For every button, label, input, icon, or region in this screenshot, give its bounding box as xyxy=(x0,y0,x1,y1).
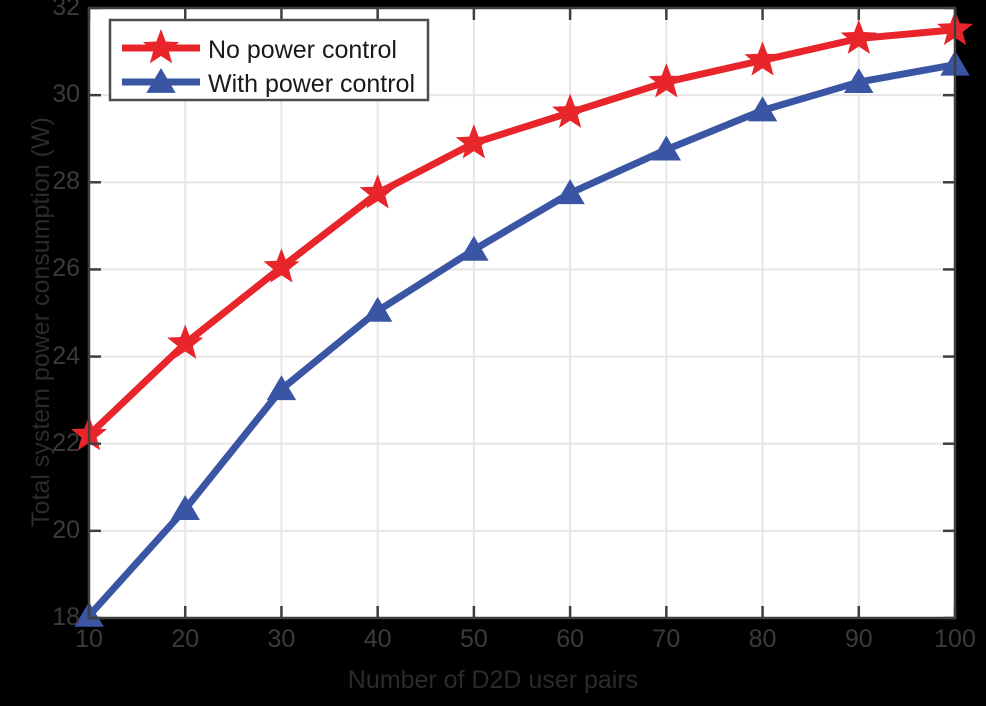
triangle-icon xyxy=(362,296,393,322)
series-line xyxy=(85,61,959,620)
gridlines xyxy=(89,8,955,618)
triangle-icon xyxy=(146,68,176,93)
data-series-layer xyxy=(70,10,974,627)
x-tick-label: 40 xyxy=(363,625,392,653)
x-tick-label: 10 xyxy=(75,625,103,653)
star-icon xyxy=(744,41,781,76)
x-tick-label: 70 xyxy=(652,625,681,653)
x-tick-label: 30 xyxy=(267,625,296,653)
y-tick-label: 20 xyxy=(52,515,80,544)
x-tick-label: 20 xyxy=(171,625,200,653)
legend-label-1: With power control xyxy=(208,70,415,98)
x-tick-label: 80 xyxy=(748,625,777,653)
triangle-icon xyxy=(747,96,778,122)
y-tick-label: 24 xyxy=(52,341,80,370)
axis-frame xyxy=(87,6,957,620)
y-tick-label: 32 xyxy=(52,0,80,21)
y-tick-label: 30 xyxy=(52,80,80,109)
star-icon xyxy=(263,248,300,283)
triangle-icon xyxy=(555,179,585,205)
legend-entry-no-power-control: No power control xyxy=(122,29,397,64)
star-icon xyxy=(359,174,396,209)
star-icon xyxy=(648,63,685,98)
x-tick-label: 100 xyxy=(934,625,976,653)
x-tick-label: 60 xyxy=(556,625,585,653)
series-line xyxy=(85,26,959,439)
star-icon xyxy=(455,124,492,159)
y-tick-label: 22 xyxy=(52,428,80,457)
x-axis-label: Number of D2D user pairs xyxy=(347,666,639,694)
triangle-icon xyxy=(459,235,489,261)
plot-area-background xyxy=(89,8,955,618)
star-icon xyxy=(840,19,877,54)
star-icon xyxy=(552,93,589,128)
star-icon xyxy=(167,324,204,359)
legend-entry-with-power-control: With power control xyxy=(122,68,415,98)
star-icon xyxy=(142,29,180,64)
y-tick-label: 18 xyxy=(52,603,80,631)
series-2 xyxy=(74,50,970,627)
triangle-icon xyxy=(266,375,297,401)
triangle-icon xyxy=(651,135,682,161)
chart-legend: No power control With power control xyxy=(108,18,430,102)
legend-label-0: No power control xyxy=(208,36,397,64)
triangle-icon xyxy=(170,495,200,520)
x-tick-label: 50 xyxy=(459,625,488,653)
x-tick-label: 90 xyxy=(844,625,873,653)
y-tick-label: 26 xyxy=(52,254,80,283)
triangle-icon xyxy=(844,68,874,93)
y-tick-label: 28 xyxy=(52,167,80,196)
